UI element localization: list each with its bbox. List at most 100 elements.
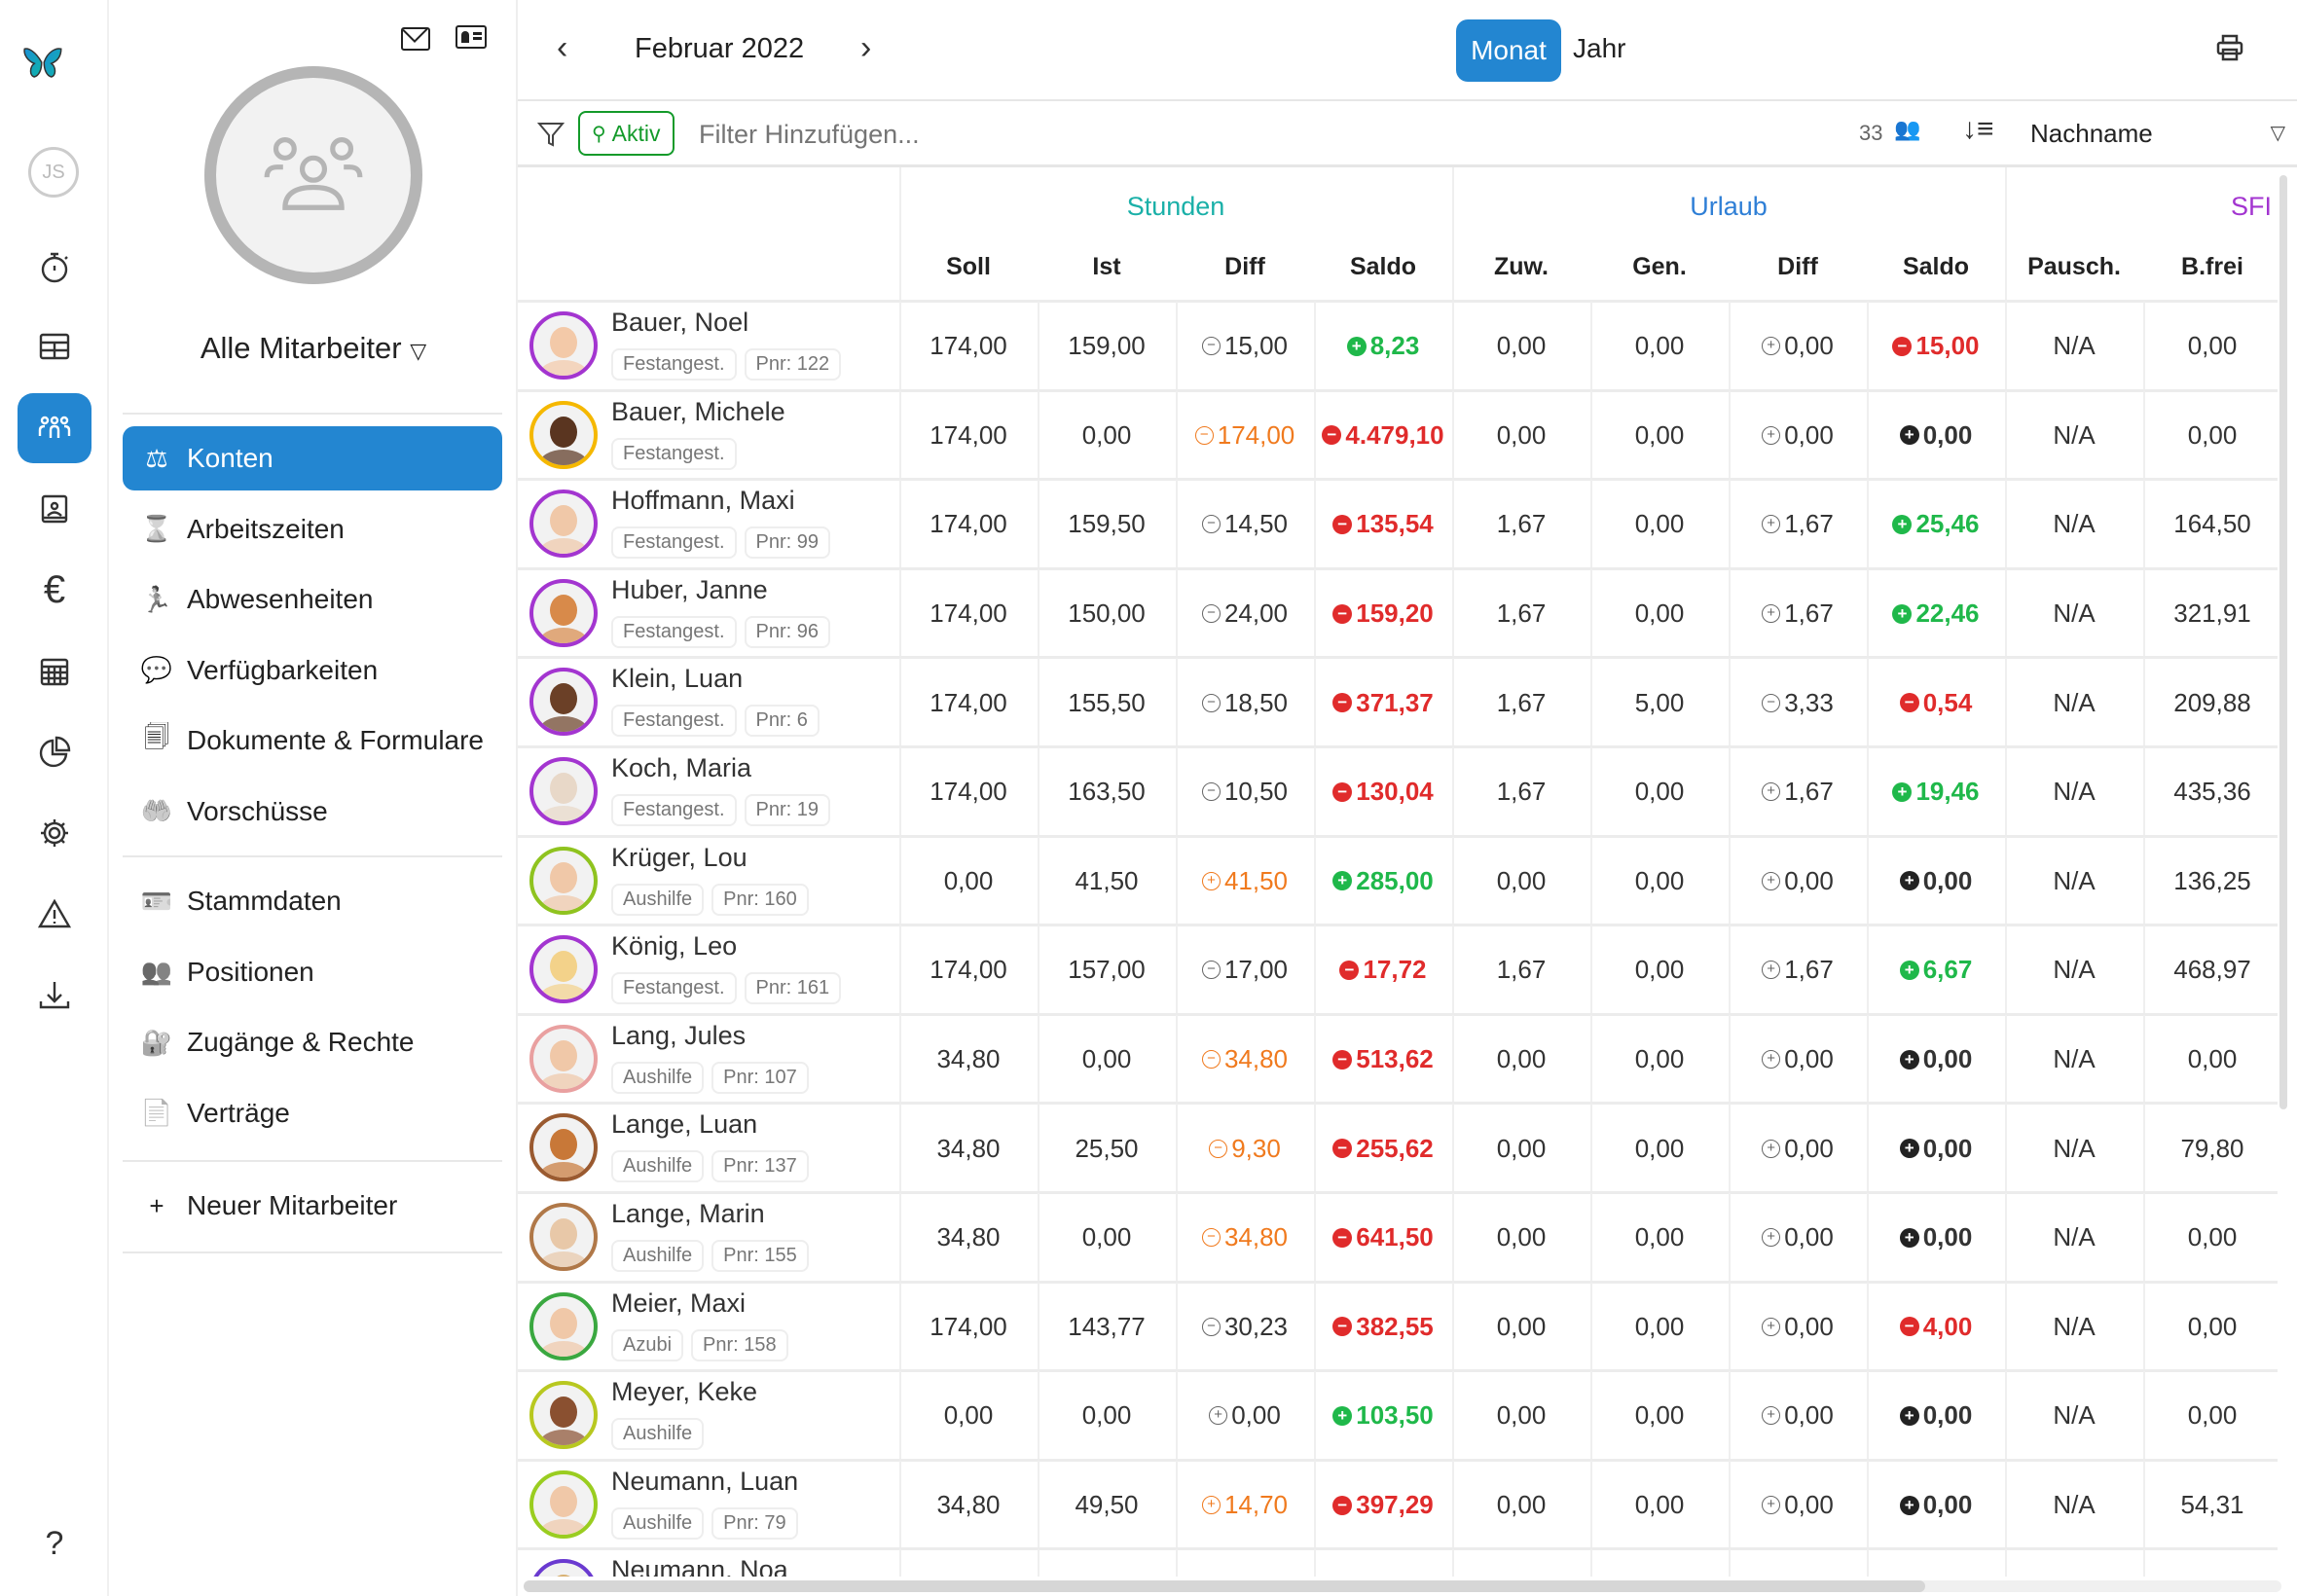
table-row[interactable]: Meyer, Keke Aushilfe 0,00 0,00 +0,00 +103,50 0…	[518, 1371, 2278, 1462]
sort-icon[interactable]: ↓≡	[1962, 113, 1994, 145]
table-row[interactable]: Neumann, Luan Aushilfe Pnr: 79 34,80 49,50 +1…	[518, 1460, 2278, 1551]
employee-tags: Aushilfe Pnr: 155	[611, 1240, 817, 1272]
column-header[interactable]: Saldo	[1902, 252, 1970, 280]
table-row[interactable]: Lange, Marin Aushilfe Pnr: 155 34,80 0,00−34…	[518, 1193, 2278, 1284]
next-month-button[interactable]: ›	[860, 29, 872, 66]
column-header[interactable]: Pausch.	[2027, 252, 2121, 280]
team-positions-icon: 👥	[140, 957, 173, 986]
table-row[interactable]: König, Leo Festangest. Pnr: 161 174,00 157,0…	[518, 925, 2278, 1016]
cell-value: 1,67	[1784, 509, 1834, 539]
user-avatar[interactable]: JS	[28, 147, 79, 198]
column-header[interactable]: Soll	[946, 252, 991, 280]
employee-name[interactable]: Lange, Luan	[611, 1109, 758, 1140]
table-row[interactable]: Krüger, Lou Aushilfe Pnr: 160 0,00 41,50 +41,…	[518, 836, 2278, 927]
table-row[interactable]: Lang, Jules Aushilfe Pnr: 107 34,80 0,00−34,…	[518, 1014, 2278, 1106]
calendar-icon[interactable]	[18, 636, 91, 707]
table-row[interactable]: Lange, Luan Aushilfe Pnr: 137 34,80 25,50−9,…	[518, 1104, 2278, 1194]
table-row[interactable]: Bauer, Michele Festangest. 174,00 0,00−174,…	[518, 390, 2278, 482]
table-row[interactable]: Klein, Luan Festangest. Pnr: 6 174,00 155,50…	[518, 658, 2278, 748]
filter-icon[interactable]	[536, 121, 565, 153]
column-divider	[2143, 1193, 2145, 1283]
employee-name[interactable]: Neumann, Noa	[611, 1555, 788, 1577]
column-header[interactable]: Ist	[1092, 252, 1121, 280]
menu-item-konten[interactable]: ⚖ Konten	[123, 426, 502, 490]
column-header[interactable]: Saldo	[1349, 252, 1417, 280]
employee-name[interactable]: Lange, Marin	[611, 1199, 765, 1228]
column-divider	[1452, 1104, 1454, 1193]
column-header[interactable]: Diff	[1224, 252, 1265, 280]
menu-item-vorschüsse[interactable]: 🤲 Vorschüsse	[123, 780, 502, 844]
cell-diff: +0,00	[1729, 391, 1867, 481]
employee-name[interactable]: Klein, Luan	[611, 664, 744, 694]
column-header[interactable]: Zuw.	[1493, 252, 1549, 280]
employee-name[interactable]: Meyer, Keke	[611, 1377, 758, 1407]
cell-value: 30,23	[1223, 1311, 1289, 1341]
table-row[interactable]: Neumann, Noa	[518, 1549, 2278, 1577]
warning-icon[interactable]	[18, 880, 91, 950]
employee-name[interactable]: Koch, Maria	[611, 753, 752, 782]
column-divider	[1314, 302, 1316, 391]
employee-name[interactable]: Bauer, Michele	[611, 396, 785, 426]
menu-item-abwesenheiten[interactable]: 🏃 Abwesenheiten	[123, 567, 502, 632]
employee-name[interactable]: Lang, Jules	[611, 1020, 747, 1050]
hourglass-clock-icon: ⌛	[140, 514, 173, 543]
column-divider	[2005, 1282, 2007, 1372]
table-row[interactable]: Meier, Maxi Azubi Pnr: 158 174,00 143,77−30,…	[518, 1282, 2278, 1373]
menu-item-positionen[interactable]: 👥 Positionen	[123, 940, 502, 1004]
minus-circle-icon: −	[1201, 515, 1221, 534]
table-row[interactable]: Bauer, Noel Festangest. Pnr: 122 174,00 159,…	[518, 302, 2278, 392]
column-header[interactable]: B.frei	[2181, 252, 2243, 280]
column-divider	[1038, 1104, 1039, 1193]
mail-icon[interactable]	[401, 27, 430, 51]
horizontal-scrollbar-thumb[interactable]	[524, 1580, 1925, 1592]
employee-name[interactable]: Meier, Maxi	[611, 1288, 747, 1318]
butterfly-logo-icon[interactable]	[23, 43, 86, 97]
cell-saldo: +0,00	[1867, 837, 2005, 926]
table-row[interactable]: Hoffmann, Maxi Festangest. Pnr: 99 174,00 15…	[518, 480, 2278, 570]
menu-item-verträge[interactable]: 📄 Verträge	[123, 1081, 502, 1145]
employee-name[interactable]: Hoffmann, Maxi	[611, 486, 795, 516]
menu-item-zugänge-rechte[interactable]: 🔐 Zugänge & Rechte	[123, 1010, 502, 1074]
cell-value: 130,04	[1356, 777, 1434, 807]
filter-input[interactable]	[699, 115, 1283, 154]
table-icon[interactable]	[18, 311, 91, 381]
menu-item-stammdaten[interactable]: 🪪 Stammdaten	[123, 869, 502, 933]
column-header[interactable]: Gen.	[1632, 252, 1687, 280]
avatar-body	[539, 1072, 588, 1089]
employee-group-dropdown[interactable]: Alle Mitarbeiter ▽	[109, 331, 518, 366]
menu-item-arbeitszeiten[interactable]: ⌛ Arbeitszeiten	[123, 497, 502, 562]
sort-field-select[interactable]: Nachname ▽	[2030, 119, 2285, 149]
employee-name[interactable]: Bauer, Noel	[611, 308, 749, 337]
help-icon[interactable]: ?	[45, 1524, 64, 1562]
table-row[interactable]: Huber, Janne Festangest. Pnr: 96 174,00 150,…	[518, 568, 2278, 660]
pie-chart-icon[interactable]	[18, 717, 91, 787]
gear-icon[interactable]	[18, 798, 91, 868]
euro-icon[interactable]: €	[43, 567, 66, 611]
plus-circle-icon: +	[1899, 1495, 1919, 1515]
contact-card-icon[interactable]	[18, 474, 91, 544]
contact-card-icon[interactable]	[456, 25, 487, 49]
timer-icon[interactable]	[18, 232, 91, 302]
horizontal-scrollbar[interactable]	[524, 1580, 2281, 1592]
employee-tags: Aushilfe	[611, 1418, 711, 1451]
prev-month-button[interactable]: ‹	[557, 29, 568, 66]
menu-item-dokumente-formulare[interactable]: 🗐 Dokumente & Formulare	[123, 708, 502, 773]
download-icon[interactable]	[18, 961, 91, 1031]
print-icon[interactable]	[2215, 33, 2244, 62]
avatar	[529, 490, 598, 559]
new-employee-button[interactable]: + Neuer Mitarbeiter	[123, 1174, 502, 1238]
employee-name[interactable]: König, Leo	[611, 931, 738, 961]
view-year-button[interactable]: Jahr	[1573, 33, 1626, 63]
cell-ist: 159,50	[1068, 509, 1146, 539]
table-row[interactable]: Koch, Maria Festangest. Pnr: 19 174,00 163,5…	[518, 747, 2278, 838]
view-month-button[interactable]: Monat	[1456, 19, 1561, 82]
menu-item-verfügbarkeiten[interactable]: 💬 Verfügbarkeiten	[123, 638, 502, 703]
employee-name[interactable]: Krüger, Lou	[611, 842, 747, 872]
employee-name[interactable]: Neumann, Luan	[611, 1466, 799, 1496]
column-header[interactable]: Diff	[1777, 252, 1818, 280]
employee-name[interactable]: Huber, Janne	[611, 574, 768, 604]
personnel-number-badge: Pnr: 155	[711, 1240, 809, 1272]
vertical-scrollbar[interactable]	[2279, 175, 2287, 1109]
active-filter-chip[interactable]: ⚲ Aktiv	[578, 111, 675, 156]
team-icon[interactable]	[18, 393, 91, 463]
